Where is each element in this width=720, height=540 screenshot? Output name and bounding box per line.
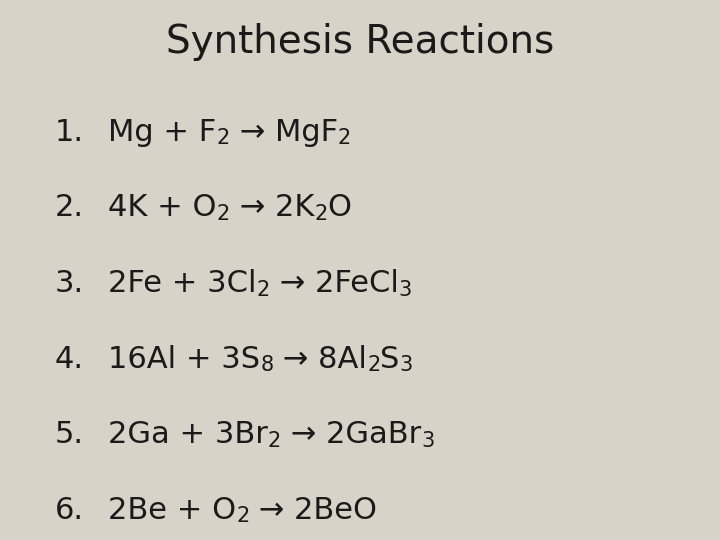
Text: → 2GaBr: → 2GaBr [281, 420, 421, 449]
Text: 16Al + 3S: 16Al + 3S [108, 345, 260, 374]
Text: 8: 8 [260, 355, 274, 375]
Text: → 8Al: → 8Al [274, 345, 367, 374]
Text: O: O [328, 193, 351, 222]
Text: → 2K: → 2K [230, 193, 314, 222]
Text: Synthesis Reactions: Synthesis Reactions [166, 23, 554, 61]
Text: 3: 3 [400, 355, 413, 375]
Text: 2Ga + 3Br: 2Ga + 3Br [108, 420, 268, 449]
Text: 2: 2 [367, 355, 380, 375]
Text: 6.: 6. [55, 496, 84, 525]
Text: Mg + F: Mg + F [108, 118, 216, 147]
Text: 2: 2 [236, 507, 249, 526]
Text: 5.: 5. [55, 420, 84, 449]
Text: 2: 2 [314, 204, 328, 224]
Text: 4.: 4. [55, 345, 84, 374]
Text: 2Be + O: 2Be + O [108, 496, 236, 525]
Text: 2Fe + 3Cl: 2Fe + 3Cl [108, 269, 256, 298]
Text: → 2BeO: → 2BeO [249, 496, 377, 525]
Text: 1.: 1. [55, 118, 84, 147]
Text: S: S [380, 345, 400, 374]
Text: 2: 2 [268, 431, 281, 451]
Text: 3: 3 [421, 431, 435, 451]
Text: 3.: 3. [55, 269, 84, 298]
Text: → 2FeCl: → 2FeCl [270, 269, 399, 298]
Text: 2: 2 [256, 280, 270, 300]
Text: 2.: 2. [55, 193, 84, 222]
Text: 2: 2 [216, 129, 230, 148]
Text: → MgF: → MgF [230, 118, 338, 147]
Text: 4K + O: 4K + O [108, 193, 217, 222]
Text: 2: 2 [338, 129, 351, 148]
Text: 2: 2 [217, 204, 230, 224]
Text: 3: 3 [399, 280, 412, 300]
